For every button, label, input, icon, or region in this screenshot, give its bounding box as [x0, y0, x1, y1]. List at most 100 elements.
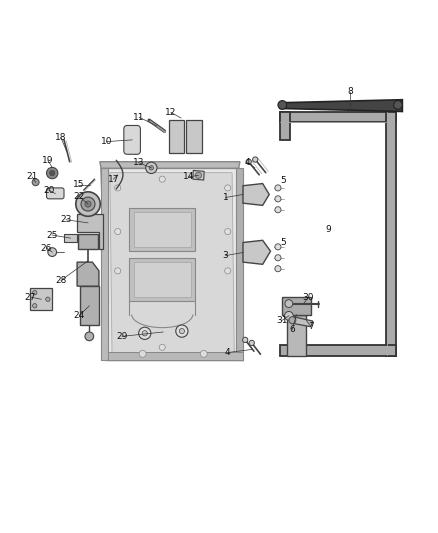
Circle shape — [225, 185, 231, 191]
Circle shape — [32, 290, 37, 295]
Text: 19: 19 — [42, 156, 53, 165]
Polygon shape — [134, 262, 191, 297]
Polygon shape — [283, 297, 311, 314]
Text: 4: 4 — [225, 348, 230, 357]
Text: 3: 3 — [223, 251, 229, 260]
Polygon shape — [280, 111, 396, 123]
Text: 27: 27 — [25, 293, 36, 302]
Polygon shape — [100, 161, 240, 168]
Circle shape — [48, 248, 57, 256]
Text: 31: 31 — [276, 316, 288, 325]
Circle shape — [289, 317, 296, 324]
Text: 26: 26 — [41, 244, 52, 253]
Text: 11: 11 — [133, 112, 145, 122]
Circle shape — [76, 192, 100, 216]
Circle shape — [275, 265, 281, 272]
Circle shape — [115, 268, 121, 274]
Circle shape — [49, 171, 55, 176]
Polygon shape — [243, 240, 271, 264]
Text: 20: 20 — [43, 185, 54, 195]
Circle shape — [139, 350, 146, 357]
Text: 21: 21 — [26, 173, 38, 182]
Circle shape — [275, 207, 281, 213]
FancyBboxPatch shape — [46, 188, 64, 199]
Text: 18: 18 — [55, 133, 67, 142]
Text: 7: 7 — [308, 322, 314, 331]
Polygon shape — [78, 234, 98, 249]
Text: 14: 14 — [183, 173, 194, 182]
Polygon shape — [193, 171, 204, 180]
Circle shape — [159, 344, 165, 350]
Circle shape — [32, 179, 39, 185]
Text: 9: 9 — [325, 225, 331, 234]
Text: 25: 25 — [46, 231, 58, 239]
Circle shape — [249, 340, 254, 345]
Polygon shape — [30, 288, 52, 310]
Circle shape — [159, 176, 165, 182]
Polygon shape — [386, 111, 396, 356]
Polygon shape — [134, 212, 191, 247]
Polygon shape — [130, 207, 195, 251]
Circle shape — [275, 255, 281, 261]
Polygon shape — [237, 168, 243, 360]
Circle shape — [394, 101, 403, 109]
Text: 8: 8 — [347, 87, 353, 96]
Text: 4: 4 — [244, 158, 250, 167]
Circle shape — [139, 327, 151, 340]
Circle shape — [195, 172, 201, 179]
Circle shape — [85, 332, 94, 341]
Circle shape — [179, 328, 184, 334]
Text: 29: 29 — [117, 332, 128, 341]
Circle shape — [275, 196, 281, 202]
Text: 30: 30 — [303, 293, 314, 302]
Circle shape — [149, 166, 153, 170]
Polygon shape — [101, 168, 108, 360]
Text: 6: 6 — [290, 325, 295, 334]
Circle shape — [176, 325, 188, 337]
Polygon shape — [80, 286, 99, 326]
Text: 15: 15 — [73, 180, 84, 189]
Polygon shape — [64, 234, 77, 243]
Circle shape — [46, 297, 50, 302]
Circle shape — [253, 157, 258, 162]
Text: 28: 28 — [55, 276, 67, 285]
Text: 10: 10 — [101, 137, 112, 146]
Circle shape — [285, 311, 293, 320]
Circle shape — [81, 197, 95, 211]
Text: 1: 1 — [223, 193, 229, 202]
Text: 5: 5 — [281, 176, 286, 185]
Circle shape — [85, 201, 91, 207]
Circle shape — [46, 167, 58, 179]
Circle shape — [142, 330, 148, 336]
Polygon shape — [110, 173, 234, 356]
Polygon shape — [243, 183, 269, 205]
Polygon shape — [280, 111, 290, 140]
Circle shape — [285, 300, 293, 308]
Circle shape — [225, 268, 231, 274]
Circle shape — [278, 101, 287, 109]
Polygon shape — [287, 314, 306, 356]
Polygon shape — [77, 262, 99, 286]
Text: 24: 24 — [74, 311, 85, 320]
Polygon shape — [130, 258, 195, 302]
FancyBboxPatch shape — [124, 125, 141, 154]
Circle shape — [243, 337, 248, 343]
Circle shape — [246, 159, 251, 164]
Circle shape — [275, 185, 281, 191]
Text: 23: 23 — [60, 215, 72, 224]
Circle shape — [32, 304, 37, 308]
Circle shape — [200, 350, 207, 357]
Polygon shape — [101, 168, 243, 360]
Circle shape — [115, 229, 121, 235]
Polygon shape — [292, 317, 313, 327]
Polygon shape — [108, 352, 243, 360]
Text: 13: 13 — [132, 158, 144, 167]
Circle shape — [225, 229, 231, 235]
Polygon shape — [280, 100, 403, 111]
Text: 5: 5 — [281, 238, 286, 247]
Circle shape — [115, 185, 121, 191]
Polygon shape — [280, 345, 396, 356]
Circle shape — [275, 244, 281, 250]
Text: 17: 17 — [108, 175, 119, 184]
Polygon shape — [169, 120, 184, 153]
